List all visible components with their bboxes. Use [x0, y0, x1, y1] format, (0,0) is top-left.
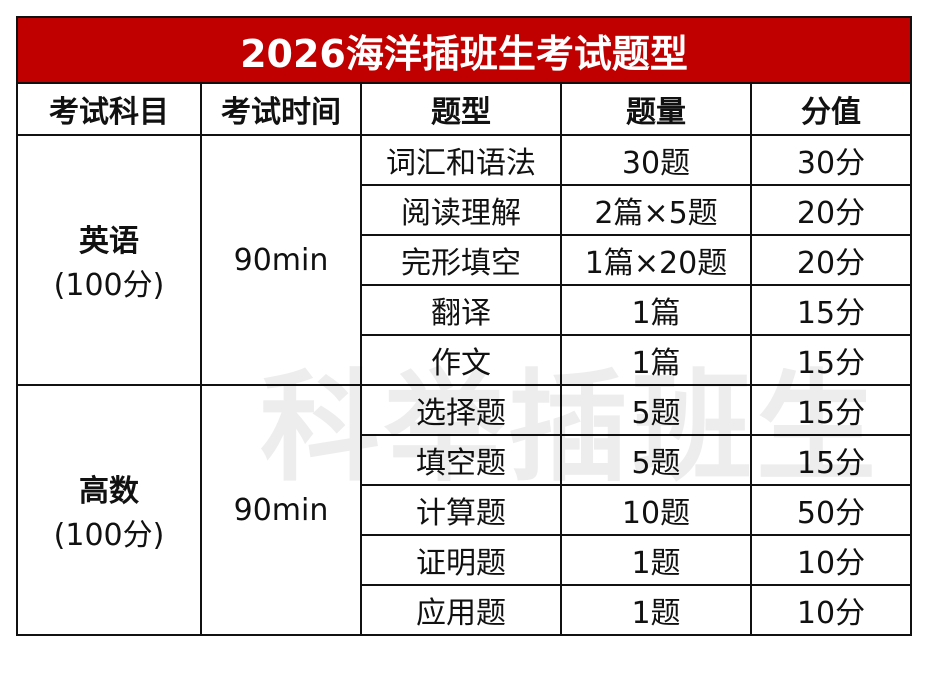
question-count: 1题 [560, 584, 752, 636]
question-type: 应用题 [360, 584, 562, 636]
exam-table: 2026海洋插班生考试题型 考试科目 考试时间 题型 题量 分值英语 (100分) 90mi… [16, 16, 912, 636]
question-type: 选择题 [360, 384, 562, 436]
data-row: 完形填空 1篇×20题 20分 [17, 234, 912, 286]
question-count: 5题 [560, 384, 752, 436]
header-cell: 考试科目 [16, 82, 202, 136]
question-count: 10题 [560, 484, 752, 536]
question-type: 证明题 [360, 534, 562, 586]
question-count: 1篇 [560, 284, 752, 336]
header-cell: 考试时间 [200, 82, 362, 136]
question-count: 1篇×20题 [560, 234, 752, 286]
points: 15分 [750, 384, 912, 436]
title-row: 2026海洋插班生考试题型 [16, 16, 912, 84]
question-type: 完形填空 [360, 234, 562, 286]
subject-cell: 高数 (100分) [16, 384, 202, 636]
points: 10分 [750, 584, 912, 636]
header-cell: 题型 [360, 82, 562, 136]
points: 10分 [750, 534, 912, 586]
question-type: 填空题 [360, 434, 562, 486]
subject-score: (100分) [53, 268, 165, 303]
data-row: 计算题 10题 50分 [17, 484, 912, 536]
data-row: 填空题 5题 15分 [17, 434, 912, 486]
data-row: 阅读理解 2篇×5题 20分 [17, 184, 912, 236]
question-type: 计算题 [360, 484, 562, 536]
question-count: 1题 [560, 534, 752, 586]
question-count: 30题 [560, 134, 752, 186]
header-cell: 分值 [750, 82, 912, 136]
data-row: 应用题 1题 10分 [17, 584, 912, 636]
question-type: 词汇和语法 [360, 134, 562, 186]
question-type: 阅读理解 [360, 184, 562, 236]
points: 15分 [750, 284, 912, 336]
points: 20分 [750, 234, 912, 286]
points: 15分 [750, 434, 912, 486]
subject-cell: 英语 (100分) [16, 134, 202, 386]
points: 15分 [750, 334, 912, 386]
data-row: 证明题 1题 10分 [17, 534, 912, 586]
table-body: 2026海洋插班生考试题型 考试科目 考试时间 题型 题量 分值英语 (100分) 90mi… [16, 16, 912, 636]
subject: 英语 [79, 224, 139, 259]
header-cell: 题量 [560, 82, 752, 136]
time-cell: 90min [200, 384, 362, 636]
question-count: 5题 [560, 434, 752, 486]
data-row: 翻译 1篇 15分 [17, 284, 912, 336]
points: 30分 [750, 134, 912, 186]
data-row: 英语 (100分) 90min 词汇和语法 30题 30分 [16, 134, 912, 386]
question-type: 翻译 [360, 284, 562, 336]
header-row: 考试科目 考试时间 题型 题量 分值 [16, 82, 912, 136]
subject: 高数 [79, 474, 139, 509]
points: 50分 [750, 484, 912, 536]
data-row: 高数 (100分) 90min 选择题 5题 15分 [16, 384, 912, 636]
points: 20分 [750, 184, 912, 236]
question-type: 作文 [360, 334, 562, 386]
question-count: 2篇×5题 [560, 184, 752, 236]
question-count: 1篇 [560, 334, 752, 386]
time-cell: 90min [200, 134, 362, 386]
table-title: 2026海洋插班生考试题型 [16, 16, 912, 84]
subject-score: (100分) [53, 518, 165, 553]
data-row: 作文 1篇 15分 [17, 334, 912, 386]
